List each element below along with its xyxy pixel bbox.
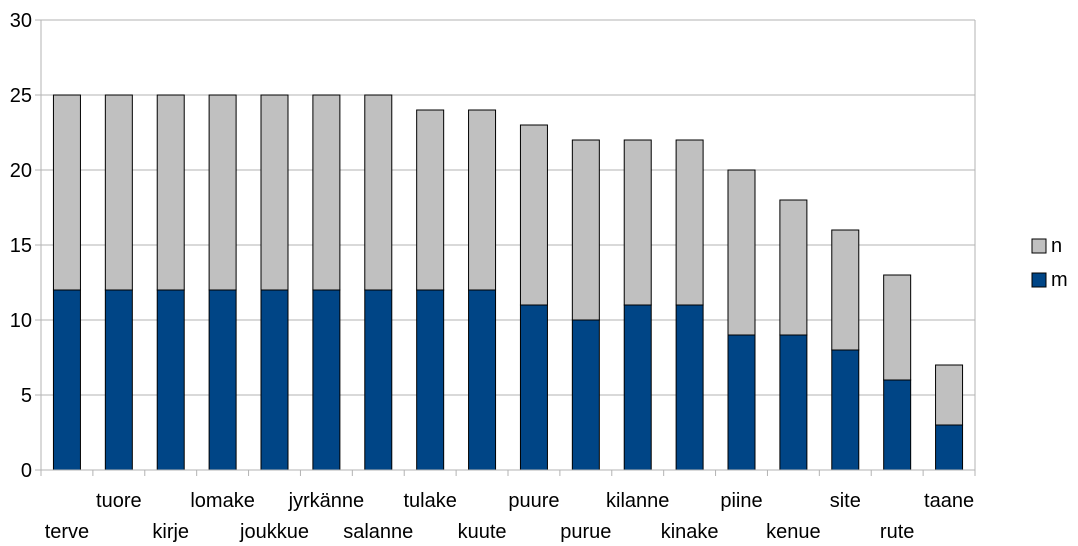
bar-m	[52, 289, 81, 471]
bar-n	[571, 139, 600, 321]
x-tick-label: puure	[508, 490, 559, 512]
x-tick-label: site	[830, 490, 861, 512]
bar-n	[623, 139, 652, 306]
x-tick-label: tulake	[403, 490, 456, 512]
bar-n	[935, 364, 964, 426]
y-tick-label: 25	[10, 85, 32, 107]
bar-m	[623, 304, 652, 471]
axes	[35, 19, 976, 476]
bar-n	[727, 169, 756, 336]
bar-m	[779, 334, 808, 471]
bar-n	[156, 94, 185, 291]
y-tick-labels: 0 5 10 15 20 25 30	[10, 10, 32, 482]
x-tick-label: purue	[560, 521, 611, 543]
bar-n	[364, 94, 393, 291]
bar-n	[208, 94, 237, 291]
x-tick-label: lomake	[190, 490, 254, 512]
bar-m	[883, 379, 912, 471]
x-tick-label: kilanne	[606, 490, 669, 512]
bar-m	[675, 304, 704, 471]
bar-m	[727, 334, 756, 471]
bar-m	[156, 289, 185, 471]
x-tick-label: rute	[880, 521, 914, 543]
bar-n	[519, 124, 548, 306]
x-tick-label: kenue	[766, 521, 821, 543]
bar-m	[571, 319, 600, 471]
bar-m	[312, 289, 341, 471]
y-tick-label: 10	[10, 310, 32, 332]
bar-m	[364, 289, 393, 471]
bar-n	[675, 139, 704, 306]
x-tick-label: kuute	[458, 521, 507, 543]
legend: nm	[1031, 235, 1068, 291]
bar-n	[883, 274, 912, 381]
x-tick-label: joukkue	[239, 521, 309, 543]
bar-n	[312, 94, 341, 291]
x-tick-label: piine	[720, 490, 762, 512]
bar-n	[831, 229, 860, 351]
x-tick-label: salanne	[343, 521, 413, 543]
bars	[52, 94, 964, 471]
bar-m	[831, 349, 860, 471]
bar-m	[104, 289, 133, 471]
bar-n	[779, 199, 808, 336]
bar-m	[519, 304, 548, 471]
x-tick-label: taane	[924, 490, 974, 512]
x-tick-label: kinake	[661, 521, 719, 543]
bar-n	[468, 109, 497, 291]
x-tick-label: tuore	[96, 490, 142, 512]
bar-m	[260, 289, 289, 471]
y-tick-label: 30	[10, 10, 32, 32]
legend-label-n: n	[1051, 235, 1062, 257]
gridlines	[41, 19, 975, 396]
y-tick-label: 5	[21, 385, 32, 407]
x-tick-label: jyrkänne	[288, 490, 365, 512]
y-tick-label: 0	[21, 460, 32, 482]
bar-n	[416, 109, 445, 291]
y-tick-label: 20	[10, 160, 32, 182]
legend-label-m: m	[1051, 269, 1068, 291]
x-tick-label: kirje	[152, 521, 189, 543]
legend-swatch-m	[1031, 272, 1047, 288]
bar-n	[52, 94, 81, 291]
bar-m	[468, 289, 497, 471]
x-tick-label: terve	[45, 521, 89, 543]
bar-m	[208, 289, 237, 471]
legend-swatch-n	[1031, 238, 1047, 254]
bar-n	[104, 94, 133, 291]
bar-m	[935, 424, 964, 471]
bar-n	[260, 94, 289, 291]
bar-m	[416, 289, 445, 471]
y-tick-label: 15	[10, 235, 32, 257]
